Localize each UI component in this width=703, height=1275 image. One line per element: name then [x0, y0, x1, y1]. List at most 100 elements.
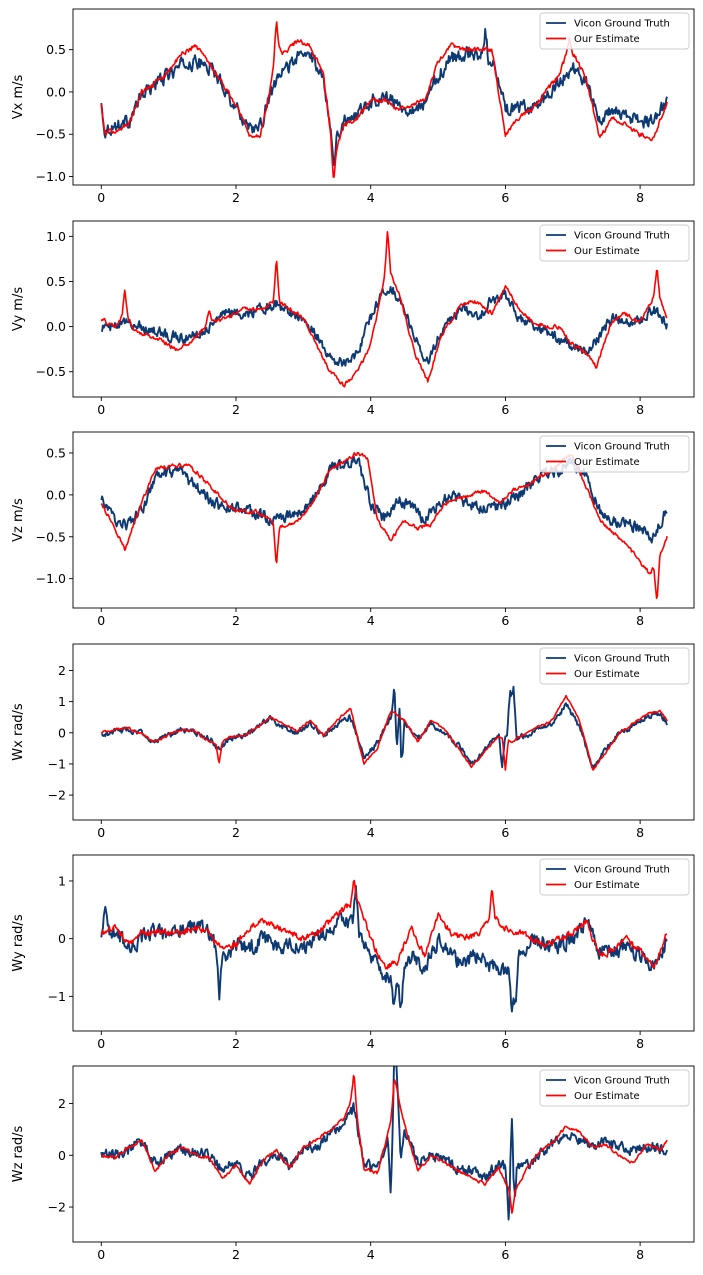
- y-tick-label: 0.0: [46, 319, 66, 334]
- chart-panel-2: 0 2 4 6 8 −0.5 0.0 0.5 1.0 Vy m/s Vicon Ground Tru…: [11, 220, 695, 417]
- x-tick-label: 6: [501, 190, 509, 205]
- chart-panel-5: 0 2 4 6 8 −1 0 1 Wy rad/s Vicon Ground Truth Our E…: [11, 854, 695, 1051]
- x-tick-label: 0: [97, 825, 105, 840]
- y-tick-label: 0.5: [46, 42, 66, 57]
- y-tick-label: −1: [48, 756, 66, 771]
- y-axis-label: Vx m/s: [11, 75, 26, 120]
- x-tick-label: 6: [501, 825, 509, 840]
- plot-area: [100, 21, 668, 178]
- x-tick-label: 2: [232, 190, 240, 205]
- x-tick-label: 4: [367, 190, 375, 205]
- axes-frame: [72, 8, 695, 186]
- y-tick-label: 1: [58, 873, 66, 888]
- legend: Vicon Ground Truth Our Estimate: [539, 858, 690, 896]
- series-line-ground-truth: [101, 285, 669, 367]
- axes-frame: [72, 431, 695, 609]
- y-tick-label: −0.5: [36, 529, 66, 544]
- y-tick-label: 0: [58, 725, 66, 740]
- y-axis-label: Vz m/s: [11, 498, 26, 542]
- legend: Vicon Ground Truth Our Estimate: [539, 224, 690, 262]
- x-tick-label: 8: [636, 402, 644, 417]
- legend-label-ground-truth: Vicon Ground Truth: [574, 654, 670, 665]
- chart-panel-6: 0 2 4 6 8 −2 0 2 Wz rad/s Vicon Ground Truth Our E…: [11, 1065, 695, 1262]
- x-tick-label: 8: [636, 613, 644, 628]
- axes-frame: [72, 854, 695, 1032]
- legend-box: [539, 858, 690, 896]
- legend-label-ground-truth: Vicon Ground Truth: [574, 19, 670, 30]
- x-tick-label: 6: [501, 402, 509, 417]
- x-tick-label: 8: [636, 825, 644, 840]
- y-tick-label: −2: [48, 1200, 66, 1215]
- series-line-ground-truth: [100, 884, 668, 1013]
- series-line-estimate: [100, 231, 668, 388]
- legend-label-ground-truth: Vicon Ground Truth: [574, 442, 670, 453]
- x-tick-label: 8: [636, 1247, 644, 1262]
- y-tick-label: 0.0: [46, 487, 66, 502]
- x-tick-label: 0: [97, 402, 105, 417]
- legend-label-estimate: Our Estimate: [574, 1091, 640, 1102]
- y-tick-label: −0.5: [36, 364, 66, 379]
- legend: Vicon Ground Truth Our Estimate: [539, 647, 690, 685]
- y-tick-label: 0: [58, 931, 66, 946]
- legend-box: [539, 12, 690, 50]
- y-axis-label: Wz rad/s: [11, 1126, 26, 1183]
- y-axis-label: Vy m/s: [11, 287, 26, 331]
- x-tick-label: 2: [232, 613, 240, 628]
- y-tick-label: −1.0: [36, 571, 66, 586]
- x-tick-label: 0: [97, 1036, 105, 1051]
- x-tick-label: 4: [367, 1036, 375, 1051]
- x-tick-label: 2: [232, 1036, 240, 1051]
- series-line-estimate: [100, 21, 668, 178]
- x-tick-label: 2: [232, 402, 240, 417]
- y-tick-label: 0.5: [46, 445, 66, 460]
- y-tick-label: 0.5: [46, 274, 66, 289]
- axes-frame: [72, 220, 695, 398]
- y-tick-label: 0.0: [46, 84, 66, 99]
- x-tick-label: 8: [636, 190, 644, 205]
- y-tick-label: 1: [58, 694, 66, 709]
- legend-label-estimate: Our Estimate: [574, 34, 640, 45]
- axes-frame: [72, 1065, 695, 1243]
- legend-box: [539, 435, 690, 473]
- x-tick-label: 2: [232, 825, 240, 840]
- x-tick-label: 4: [367, 613, 375, 628]
- x-tick-label: 0: [97, 1247, 105, 1262]
- axes-frame: [72, 643, 695, 821]
- x-tick-label: 4: [367, 1247, 375, 1262]
- legend-label-estimate: Our Estimate: [574, 246, 640, 257]
- legend-label-ground-truth: Vicon Ground Truth: [574, 865, 670, 876]
- y-axis-label: Wy rad/s: [11, 914, 26, 971]
- legend: Vicon Ground Truth Our Estimate: [539, 1069, 690, 1107]
- y-tick-label: 2: [58, 1096, 66, 1111]
- x-tick-label: 4: [367, 402, 375, 417]
- y-tick-label: −0.5: [36, 127, 66, 142]
- y-tick-label: 2: [58, 663, 66, 678]
- x-tick-label: 0: [97, 613, 105, 628]
- chart-panel-3: 0 2 4 6 8 −1.0 −0.5 0.0 0.5 Vz m/s Vicon Ground Tr…: [11, 431, 695, 628]
- legend-box: [539, 1069, 690, 1107]
- y-tick-label: −2: [48, 788, 66, 803]
- y-tick-label: −1.0: [36, 169, 66, 184]
- x-tick-label: 8: [636, 1036, 644, 1051]
- legend-box: [539, 647, 690, 685]
- x-tick-label: 4: [367, 825, 375, 840]
- x-tick-label: 0: [97, 190, 105, 205]
- legend-box: [539, 224, 690, 262]
- legend-label-ground-truth: Vicon Ground Truth: [574, 231, 670, 242]
- y-axis-label: Wx rad/s: [11, 703, 26, 761]
- legend-label-estimate: Our Estimate: [574, 457, 640, 468]
- chart-panel-4: 0 2 4 6 8 −2 −1 0 1 2 Wx rad/s Vicon Ground Truth Ou…: [11, 643, 695, 840]
- legend-label-estimate: Our Estimate: [574, 880, 640, 891]
- series-line-estimate: [100, 694, 668, 771]
- legend-label-estimate: Our Estimate: [574, 669, 640, 680]
- legend: Vicon Ground Truth Our Estimate: [539, 435, 690, 473]
- x-tick-label: 6: [501, 613, 509, 628]
- x-tick-label: 2: [232, 1247, 240, 1262]
- series-line-estimate: [100, 879, 668, 970]
- series-line-estimate: [101, 1075, 668, 1214]
- legend-label-ground-truth: Vicon Ground Truth: [574, 1076, 670, 1087]
- plot-area: [100, 879, 668, 1013]
- chart-panel-1: 0 2 4 6 8 −1.0 −0.5 0.0 0.5 Vx m/s Vicon Ground Tr…: [11, 8, 695, 205]
- y-tick-label: 1.0: [46, 229, 66, 244]
